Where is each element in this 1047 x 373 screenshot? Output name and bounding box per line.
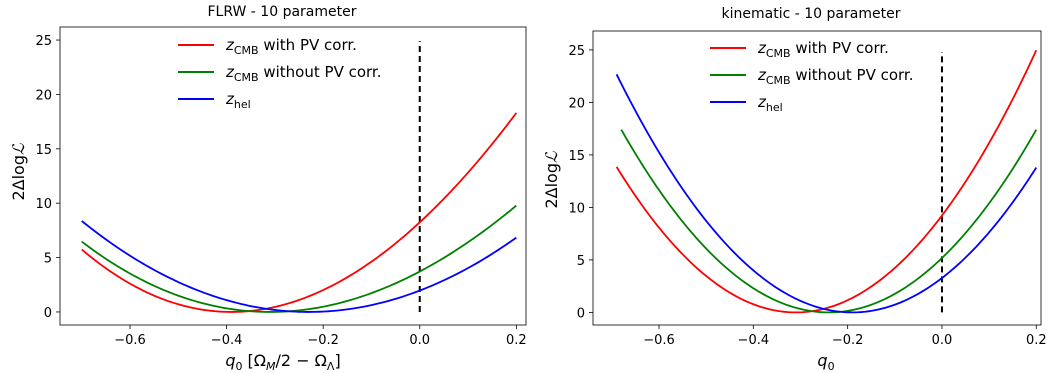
y-tick-label: 10 (568, 201, 585, 216)
plot-frame (592, 30, 1042, 326)
chart-title: FLRW - 10 parameter (208, 4, 357, 20)
y-tick-label: 5 (44, 252, 52, 267)
x-tick-label: −0.6 (643, 333, 675, 348)
x-tick-label: 0.0 (932, 333, 953, 348)
svg-text:q0: q0 (817, 351, 834, 373)
y-tick-label: 15 (568, 149, 585, 164)
x-tick-label: −0.4 (211, 333, 243, 348)
svg-text:2Δlogℒ: 2Δlogℒ (9, 143, 28, 201)
chart-panel-flrw: FLRW - 10 parameter 2Δlogℒ q0 [ΩM/2 − ΩΛ… (9, 4, 527, 373)
legend-label: zhel (757, 93, 783, 114)
series-line (81, 204, 517, 313)
legend: zCMB with PV corr. zCMB without PV corr. z… (710, 39, 913, 114)
series-line (615, 49, 1038, 314)
y-tick-label: 20 (568, 96, 585, 111)
series-line (615, 73, 1038, 314)
legend: zCMB with PV corr. zCMB without PV corr. z… (178, 36, 381, 111)
legend-label: zhel (225, 90, 251, 111)
y-tick-label: 5 (577, 254, 585, 269)
series-line (620, 129, 1038, 314)
y-tick-label: 15 (35, 143, 52, 158)
plot-frame (59, 26, 527, 326)
y-tick-label: 20 (35, 88, 52, 103)
plot-area: −0.6 −0.4 −0.2 0.0 0.2 0 5 10 15 20 25 (568, 30, 1047, 348)
y-tick-label: 10 (35, 197, 52, 212)
legend-label: zCMB without PV corr. (757, 66, 913, 87)
legend-label: zCMB with PV corr. (757, 39, 889, 60)
x-tick-label: −0.4 (738, 333, 770, 348)
legend-label: zCMB with PV corr. (225, 36, 357, 57)
x-tick-label: −0.6 (114, 333, 146, 348)
plot-area: −0.6 −0.4 −0.2 0.0 0.2 0 5 10 15 20 25 (35, 26, 527, 348)
x-tick-label: 0.2 (506, 333, 527, 348)
y-axis-label: 2Δlogℒ (9, 143, 28, 201)
chart-title: kinematic - 10 parameter (722, 6, 901, 22)
y-tick-label: 25 (35, 34, 52, 49)
x-tick-label: 0.2 (1026, 333, 1047, 348)
chart-panel-kinematic: kinematic - 10 parameter 2Δlogℒ q0 −0.6−… (542, 6, 1047, 373)
x-tick-label: −0.2 (832, 333, 864, 348)
series-line (81, 220, 517, 313)
x-tick-label: −0.2 (307, 333, 339, 348)
x-axis-label: q0 (817, 351, 834, 373)
x-axis-label: q0 [ΩM/2 − ΩΛ] (225, 351, 340, 373)
svg-text:2Δlogℒ: 2Δlogℒ (542, 151, 561, 209)
x-tick-label: 0.0 (409, 333, 430, 348)
y-axis-label: 2Δlogℒ (542, 151, 561, 209)
y-tick-label: 25 (568, 44, 585, 59)
y-tick-label: 0 (577, 306, 585, 321)
series-line (81, 112, 518, 313)
svg-text:q0 [ΩM/2 − ΩΛ]: q0 [ΩM/2 − ΩΛ] (225, 351, 340, 373)
legend-label: zCMB without PV corr. (225, 63, 381, 84)
y-tick-label: 0 (44, 306, 52, 321)
